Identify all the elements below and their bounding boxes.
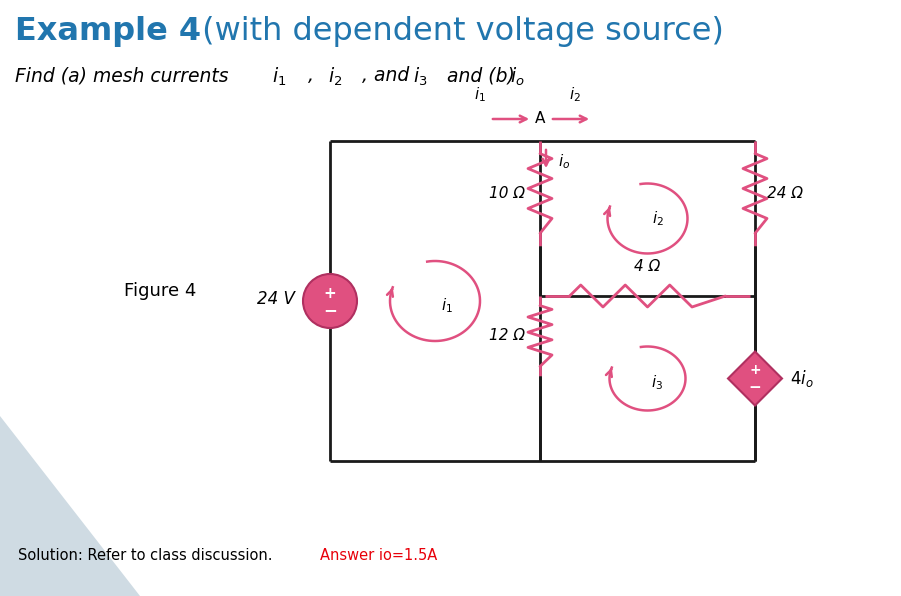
Text: −: −	[323, 301, 337, 319]
Text: $i_2$: $i_2$	[569, 85, 581, 104]
Text: 12 Ω: 12 Ω	[489, 328, 525, 343]
Text: and (b): and (b)	[441, 66, 521, 85]
Text: −: −	[749, 380, 761, 395]
Text: $i_3$: $i_3$	[413, 66, 427, 88]
Text: 10 Ω: 10 Ω	[489, 186, 525, 201]
Text: 24 V: 24 V	[257, 290, 295, 308]
Text: $i_1$: $i_1$	[474, 85, 486, 104]
Text: Find (a) mesh currents: Find (a) mesh currents	[15, 66, 241, 85]
Polygon shape	[0, 416, 140, 596]
Text: +: +	[323, 285, 336, 300]
Text: Answer io=1.5A: Answer io=1.5A	[320, 548, 437, 563]
Text: +: +	[750, 364, 760, 377]
Text: $i_o$: $i_o$	[558, 153, 570, 172]
Text: $i_3$: $i_3$	[651, 373, 663, 392]
Text: ,: ,	[302, 66, 320, 85]
Text: $i_1$: $i_1$	[441, 297, 453, 315]
Circle shape	[303, 274, 357, 328]
Text: A: A	[535, 110, 545, 126]
Text: $i_2$: $i_2$	[651, 209, 663, 228]
Text: $i_2$: $i_2$	[328, 66, 342, 88]
Text: (with dependent voltage source): (with dependent voltage source)	[192, 16, 724, 47]
Text: $i_1$: $i_1$	[272, 66, 287, 88]
Text: Example 4: Example 4	[15, 16, 201, 47]
Text: $4i_o$: $4i_o$	[790, 368, 814, 389]
Text: 4 Ω: 4 Ω	[634, 259, 660, 274]
Polygon shape	[728, 352, 782, 405]
Text: Figure 4: Figure 4	[123, 282, 196, 300]
Text: Solution: Refer to class discussion.: Solution: Refer to class discussion.	[18, 548, 278, 563]
Text: , and: , and	[356, 66, 415, 85]
Text: 24 Ω: 24 Ω	[767, 186, 803, 201]
Text: $i_o$: $i_o$	[510, 66, 524, 88]
